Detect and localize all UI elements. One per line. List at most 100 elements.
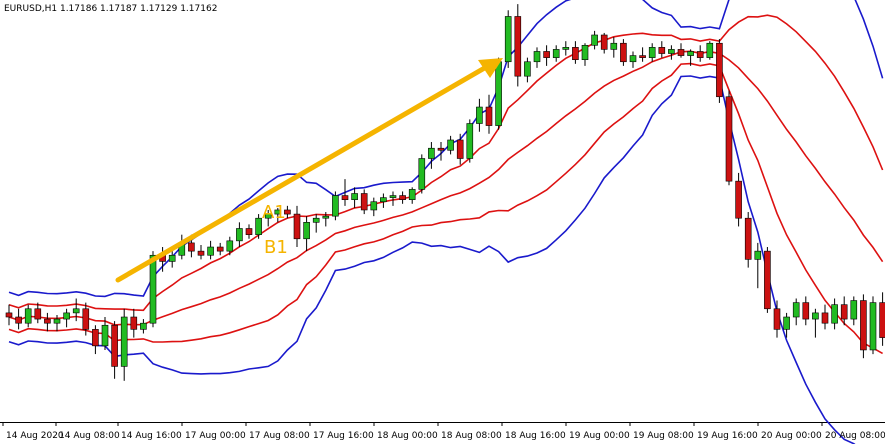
candle: [360, 189, 368, 215]
candle-body: [332, 195, 339, 217]
candle: [428, 142, 435, 169]
candle-body: [543, 51, 550, 58]
candle: [293, 205, 301, 248]
candle: [207, 240, 214, 260]
candle-body: [399, 195, 406, 200]
x-tick-label: 18 Aug 16:00: [505, 431, 566, 441]
candle: [82, 302, 90, 336]
candle-body: [120, 316, 128, 367]
candle-body: [591, 34, 598, 46]
x-tick-label: 17 Aug 00:00: [185, 431, 246, 441]
candle: [15, 308, 22, 330]
candle: [284, 205, 291, 219]
candle: [783, 312, 790, 338]
lower-outer-band: [8, 75, 856, 444]
candle-body: [821, 312, 829, 324]
candle-body: [744, 217, 752, 260]
candle-body: [34, 308, 42, 320]
candle-body: [92, 329, 99, 347]
candle: [341, 179, 349, 206]
candle: [351, 187, 358, 208]
candle: [44, 312, 51, 332]
candle-body: [840, 304, 848, 320]
candle-body: [111, 324, 118, 367]
x-tick-label: 19 Aug 00:00: [569, 431, 630, 441]
candle-body: [802, 302, 810, 320]
candle-body: [850, 300, 858, 320]
candle: [840, 296, 848, 326]
candle: [101, 317, 109, 350]
candle: [629, 51, 637, 68]
candle-body: [792, 302, 800, 318]
x-tick-label: 14 Aug 2020: [6, 431, 64, 441]
candle: [437, 142, 445, 161]
candle: [274, 207, 282, 223]
candle-body: [255, 217, 262, 235]
candle-body: [312, 217, 320, 223]
candle: [792, 298, 800, 326]
candle-body: [72, 308, 80, 314]
lower-inner-band: [8, 62, 883, 355]
candle-body: [735, 180, 742, 219]
candle-body: [341, 195, 349, 200]
candle: [504, 10, 512, 68]
candle: [591, 30, 598, 50]
candle: [533, 47, 541, 68]
candle: [543, 45, 550, 66]
candle: [744, 212, 752, 268]
candle-body: [293, 213, 301, 240]
candle-body: [456, 139, 464, 159]
candle-body: [466, 123, 474, 159]
candle-body: [408, 189, 416, 200]
candle: [620, 39, 627, 66]
candle: [380, 193, 387, 208]
candle-body: [581, 44, 589, 60]
candle: [120, 308, 128, 381]
annotations: A1 B1: [115, 58, 503, 283]
candle-body: [82, 308, 90, 330]
candle-body: [188, 242, 195, 252]
candle-body: [264, 213, 272, 219]
candle: [5, 304, 13, 326]
candle-body: [495, 61, 502, 126]
candle: [63, 308, 70, 328]
candle: [552, 45, 560, 62]
candle-body: [639, 55, 646, 58]
candle: [389, 191, 397, 206]
candle-body: [380, 197, 387, 203]
candle: [850, 296, 858, 326]
candle-body: [197, 250, 205, 256]
candle: [476, 98, 483, 132]
candle-body: [284, 209, 291, 215]
candle-body: [879, 302, 885, 338]
candle-body: [754, 250, 762, 260]
candle-body: [476, 106, 483, 124]
candle: [696, 45, 704, 62]
candle-body: [610, 42, 618, 50]
x-tick-label: 20 Aug 00:00: [761, 431, 822, 441]
candle: [648, 43, 656, 62]
candle: [658, 41, 666, 58]
candle: [677, 43, 685, 58]
candle-body: [725, 96, 733, 182]
candle: [581, 43, 589, 66]
annotation-label-b1: B1: [264, 237, 288, 258]
candle-body: [773, 308, 781, 330]
bollinger-bands: [8, 0, 884, 444]
candle: [447, 135, 454, 155]
candle: [72, 298, 80, 322]
candle: [255, 214, 262, 239]
candle: [92, 325, 99, 355]
x-tick-label: 18 Aug 08:00: [441, 431, 502, 441]
candles: [5, 4, 885, 381]
candle: [168, 249, 176, 268]
candle-body: [168, 254, 176, 262]
candle: [562, 41, 570, 56]
annotation-label-a1: A1: [262, 202, 286, 223]
candle: [197, 244, 205, 260]
candle: [312, 214, 320, 233]
candle-body: [303, 222, 310, 240]
candle-body: [140, 322, 147, 330]
